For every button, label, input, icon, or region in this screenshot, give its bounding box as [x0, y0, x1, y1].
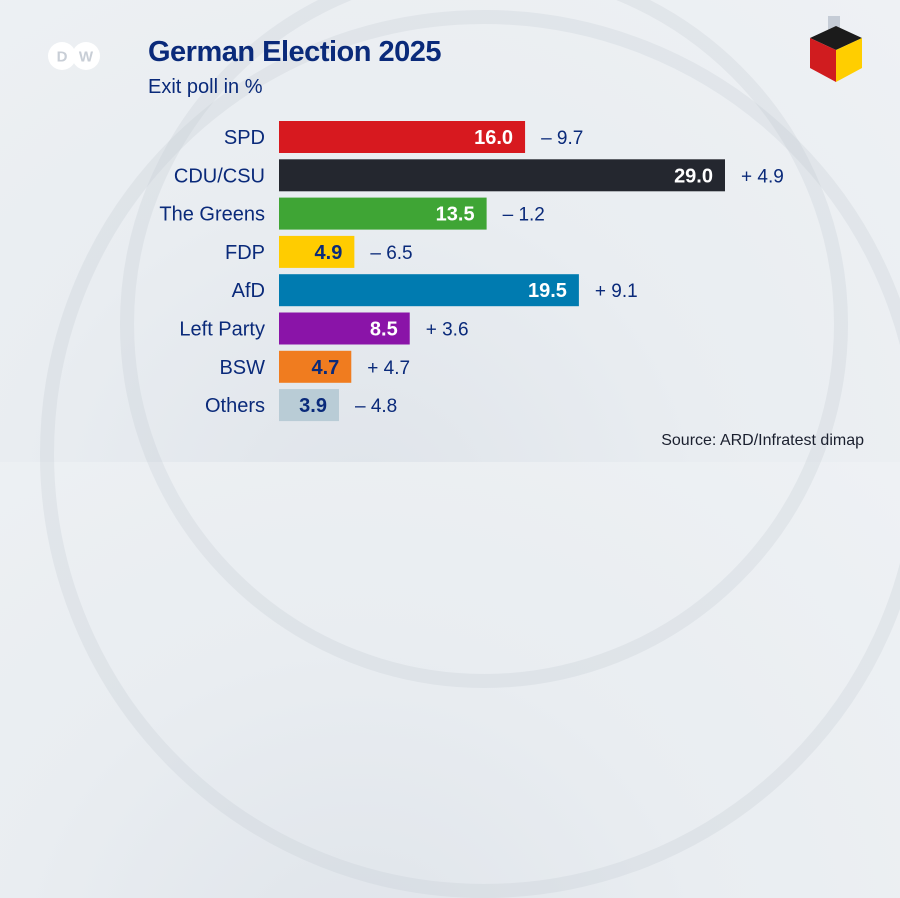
value-label: 16.0: [474, 127, 513, 149]
change-label: + 3.6: [426, 320, 469, 341]
value-label: 3.9: [299, 395, 327, 417]
bar-others: [279, 389, 339, 422]
change-label: – 6.5: [370, 243, 412, 264]
bar-spd: [279, 121, 526, 153]
category-label: FDP: [225, 242, 265, 264]
change-label: + 4.9: [741, 166, 784, 187]
chart-subtitle: Exit poll in %: [148, 76, 263, 98]
change-label: + 9.1: [595, 281, 638, 302]
change-label: – 1.2: [503, 205, 545, 226]
svg-text:D: D: [57, 49, 68, 66]
bar-left-party: [279, 312, 410, 345]
value-label: 4.7: [311, 357, 339, 379]
bar-afd: [279, 274, 579, 307]
bar-fdp: [279, 235, 355, 268]
category-label: SPD: [224, 127, 265, 149]
chart-title: German Election 2025: [148, 36, 442, 68]
bar-cdu-csu: [279, 159, 725, 192]
bar-chart: SPD 16.0 – 9.7 CDU/CSU 29.0 + 4.9 The Greens 13…: [159, 121, 784, 422]
dw-logo: D W: [48, 42, 100, 70]
source-note: Source: ARD/Infratest dimap: [661, 432, 864, 449]
category-label: Others: [205, 395, 265, 417]
value-label: 13.5: [436, 204, 475, 226]
change-label: – 9.7: [541, 128, 583, 149]
category-label: BSW: [219, 357, 265, 379]
category-label: The Greens: [159, 204, 265, 226]
bar-bsw: [279, 350, 352, 383]
ballot-box-icon: [810, 16, 862, 82]
change-label: – 4.8: [355, 396, 397, 417]
value-label: 19.5: [528, 280, 567, 302]
svg-text:W: W: [79, 49, 94, 66]
category-label: CDU/CSU: [174, 165, 265, 187]
change-label: + 4.7: [367, 358, 410, 379]
value-label: 4.9: [315, 242, 343, 264]
category-label: AfD: [232, 280, 265, 302]
bar-the-greens: [279, 197, 487, 230]
value-label: 29.0: [674, 165, 713, 187]
category-label: Left Party: [179, 319, 265, 341]
value-label: 8.5: [370, 319, 398, 341]
